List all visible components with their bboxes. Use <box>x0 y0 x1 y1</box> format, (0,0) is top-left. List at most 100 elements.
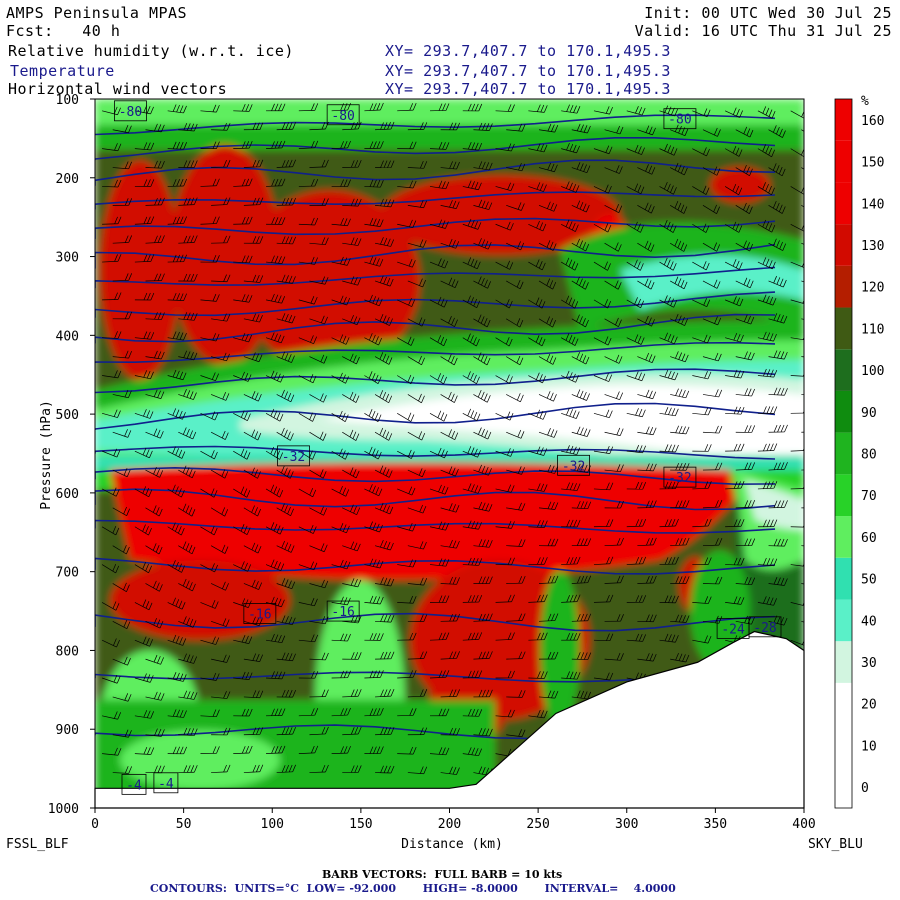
colorbar-segment <box>835 224 852 266</box>
wind-barb <box>342 160 362 168</box>
barb-feather <box>735 260 740 269</box>
wind-barb <box>407 577 428 586</box>
wind-barb <box>659 219 677 233</box>
barb-feather <box>255 314 260 322</box>
barb-feather <box>476 261 481 269</box>
wind-barb <box>473 276 491 289</box>
barb-feather <box>143 673 147 681</box>
wind-barb <box>637 240 655 252</box>
wind-barb <box>178 235 198 244</box>
barb-shaft <box>276 431 291 441</box>
barb-feather <box>185 505 190 513</box>
barb-feather <box>368 409 373 417</box>
barb-feather <box>117 143 122 151</box>
barb-feather <box>766 443 771 451</box>
wind-barb <box>265 332 285 344</box>
wind-barb <box>604 391 624 400</box>
barb-feather <box>216 178 220 186</box>
barb-feather <box>805 717 808 724</box>
barb-feather <box>634 297 638 305</box>
barb-shaft <box>571 696 588 700</box>
barb-feather <box>507 594 512 603</box>
barb-shaft <box>538 318 553 328</box>
barb-feather <box>542 223 547 232</box>
barb-feather <box>311 179 315 187</box>
barb-feather <box>645 389 650 397</box>
barb-shaft <box>397 261 413 268</box>
wind-barb <box>571 575 592 584</box>
wind-barb <box>593 336 612 346</box>
barb-feather <box>637 261 641 269</box>
barb-feather <box>347 102 351 111</box>
barb-feather <box>186 428 190 437</box>
wind-barb <box>243 727 264 736</box>
barb-feather <box>350 315 354 323</box>
y-tick-label: 500 <box>56 408 79 423</box>
barb-feather <box>580 613 585 622</box>
contour-label-text: -80 <box>119 105 142 120</box>
barb-feather <box>257 432 262 441</box>
contour-label: -80 <box>114 100 147 122</box>
barb-feather <box>618 356 623 364</box>
barb-feather <box>420 651 424 659</box>
barb-feather <box>285 689 290 698</box>
wind-barb <box>407 278 427 288</box>
barb-feather <box>128 161 132 169</box>
barb-feather <box>678 463 683 471</box>
barb-feather <box>480 316 485 324</box>
barb-feather <box>143 292 148 301</box>
barb-feather <box>704 596 709 604</box>
barb-feather <box>311 217 315 225</box>
barb-feather <box>248 745 253 754</box>
wind-barb <box>309 315 328 325</box>
barb-feather <box>770 406 774 414</box>
barb-feather <box>640 337 645 345</box>
barb-feather <box>538 261 543 269</box>
barb-feather <box>773 333 777 342</box>
colorbar-label: 40 <box>861 614 877 629</box>
barb-shaft <box>145 242 162 244</box>
terrain-mask <box>94 630 805 809</box>
barb-feather <box>481 465 486 474</box>
barb-feather <box>421 395 425 403</box>
wind-barb <box>768 313 788 324</box>
barb-shaft <box>506 318 521 328</box>
barb-feather <box>540 594 545 602</box>
barb-feather <box>678 352 683 360</box>
barb-shaft <box>167 715 184 718</box>
wind-barb <box>528 143 548 153</box>
barb-feather <box>383 651 388 660</box>
contour-labels: -80 -80 -80-32-32-32-16 -16-24 -28-4 -4 <box>114 100 782 795</box>
barb-feather <box>664 557 669 565</box>
barb-feather <box>674 276 679 284</box>
barb-feather <box>369 179 374 187</box>
barb-feather <box>674 108 679 117</box>
barb-shaft <box>397 299 412 307</box>
barb-feather <box>409 670 414 678</box>
wind-barb <box>102 216 122 225</box>
barb-feather <box>341 412 346 420</box>
barb-shaft <box>473 658 490 660</box>
barb-feather <box>376 560 380 568</box>
barb-feather <box>684 128 689 136</box>
wind-barb <box>462 632 483 641</box>
wind-barb <box>768 350 788 360</box>
contour-label-box <box>277 445 310 467</box>
wind-barb <box>495 182 515 192</box>
barb-shaft <box>495 413 511 421</box>
barb-feather <box>467 670 472 678</box>
barb-feather <box>605 373 609 381</box>
x-tick-label: 350 <box>704 817 727 832</box>
barb-feather <box>256 197 260 205</box>
barb-shaft <box>102 715 118 720</box>
barb-feather <box>467 180 472 188</box>
barb-feather <box>705 225 710 233</box>
barb-feather <box>442 670 446 678</box>
barb-feather <box>675 388 679 396</box>
barb-feather <box>321 689 326 697</box>
barb-feather <box>780 538 785 547</box>
wind-barb <box>593 261 611 271</box>
barb-feather <box>354 579 358 587</box>
barb-feather <box>518 613 523 621</box>
barb-shaft <box>112 583 127 592</box>
